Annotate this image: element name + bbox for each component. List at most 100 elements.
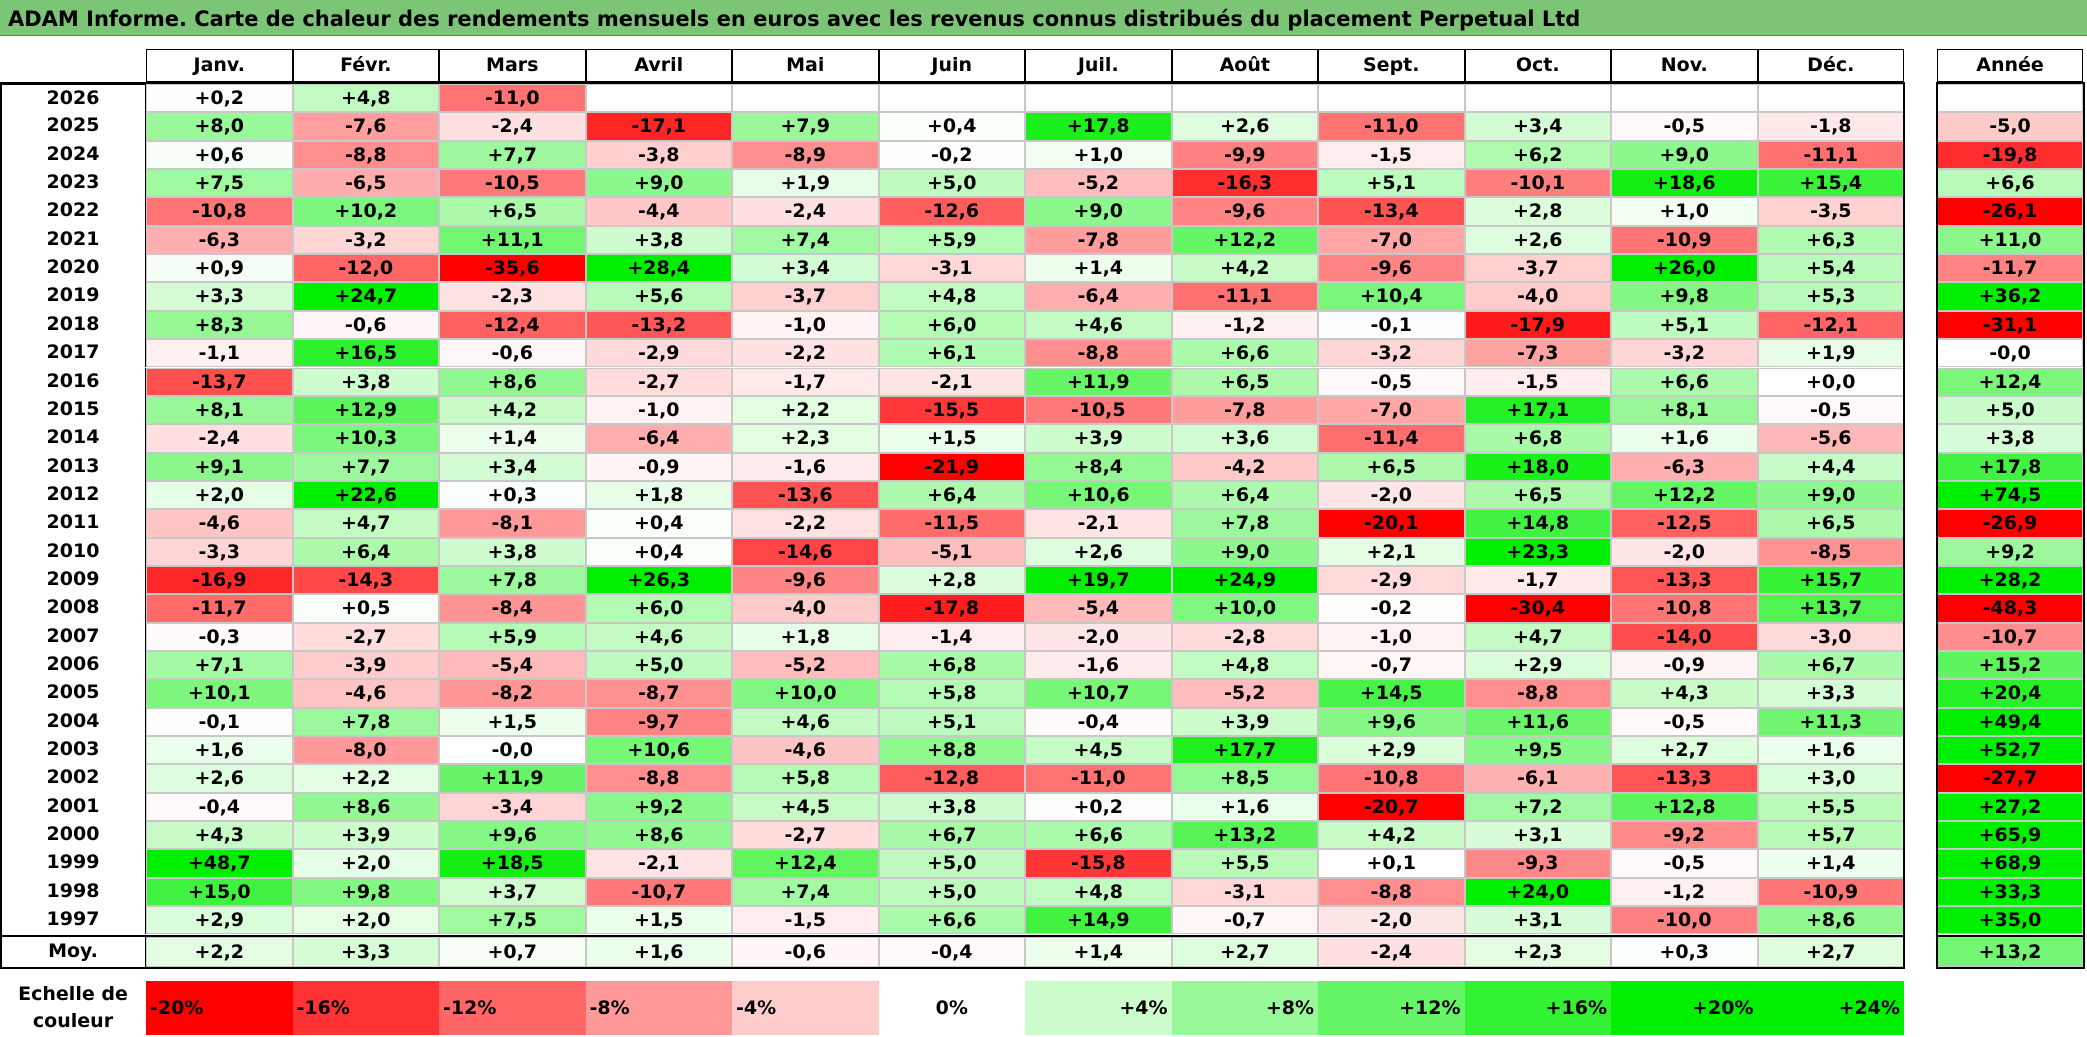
heat-cell: +0,2: [146, 84, 293, 113]
heat-cell: -7,8: [1171, 395, 1318, 425]
heat-cell: -6,5: [292, 169, 439, 198]
heat-cell: +10,2: [292, 197, 439, 226]
heat-cell: -5,6: [1757, 424, 1904, 453]
heat-cell: -8,8: [1464, 679, 1611, 708]
month-header: Sept.: [1318, 49, 1465, 82]
heat-cell: +5,3: [1757, 282, 1904, 311]
year-label: 2018: [0, 310, 146, 340]
heat-cell: -8,5: [1757, 537, 1904, 566]
heat-cell: -9,3: [1464, 849, 1611, 878]
heat-cell: +10,0: [732, 679, 879, 708]
year-label: 2003: [0, 736, 146, 765]
heat-cell: +11,9: [439, 764, 586, 793]
heat-cell: +8,6: [292, 792, 439, 822]
heat-cell: +4,8: [292, 84, 439, 113]
heat-cell: -11,0: [1025, 764, 1172, 793]
heat-cell: [1318, 84, 1465, 113]
heat-cell: -14,0: [1611, 622, 1758, 651]
annual-cell: +28,2: [1937, 565, 2083, 595]
heat-cell: -3,3: [146, 537, 293, 566]
heat-cell: +28,4: [585, 254, 732, 283]
average-cell: +2,3: [1464, 937, 1611, 967]
heat-cell: +9,2: [585, 792, 732, 822]
year-label: 2001: [0, 792, 146, 822]
color-scale-swatch: +4%: [1025, 981, 1172, 1035]
heat-cell: -2,9: [1318, 565, 1465, 595]
heat-cell: -0,5: [1611, 707, 1758, 737]
heat-cell: -1,6: [732, 452, 879, 481]
year-label: 2020: [0, 254, 146, 283]
heat-cell: +4,6: [732, 707, 879, 737]
heat-cell: -5,4: [439, 651, 586, 680]
heat-cell: -0,0: [439, 736, 586, 765]
month-header: Mai: [732, 49, 879, 82]
color-scale-swatch: +24%: [1757, 981, 1904, 1035]
heat-cell: +5,0: [878, 169, 1025, 198]
average-cell: -0,4: [878, 937, 1025, 967]
heat-cell: -11,1: [1171, 282, 1318, 311]
heat-cell: +15,7: [1757, 565, 1904, 595]
heat-cell: +1,8: [585, 480, 732, 510]
annual-cell: +27,2: [1937, 792, 2083, 822]
heat-cell: -3,9: [292, 651, 439, 680]
heat-cell: +7,8: [1171, 509, 1318, 538]
heat-cell: -10,5: [439, 169, 586, 198]
heat-cell: -14,6: [732, 537, 879, 566]
heat-cell: +17,8: [1025, 112, 1172, 141]
heat-cell: +7,7: [439, 140, 586, 170]
heat-cell: -3,0: [1757, 622, 1904, 651]
heat-cell: -0,2: [1318, 594, 1465, 623]
heat-cell: [732, 84, 879, 113]
heat-cell: +6,8: [878, 651, 1025, 680]
heat-cell: -11,5: [878, 509, 1025, 538]
heat-cell: -5,4: [1025, 594, 1172, 623]
heat-cell: -3,1: [1171, 877, 1318, 907]
month-header: Déc.: [1757, 49, 1904, 82]
heat-cell: -6,3: [146, 225, 293, 255]
heat-cell: -1,0: [1318, 622, 1465, 651]
month-header: Mars: [439, 49, 586, 82]
year-label: 1999: [0, 849, 146, 878]
heat-cell: -11,0: [1318, 112, 1465, 141]
annual-header: Année: [1937, 49, 2083, 82]
heat-cell: +4,8: [878, 282, 1025, 311]
heat-cell: +2,8: [1464, 197, 1611, 226]
heat-cell: -8,9: [732, 140, 879, 170]
heat-cell: +6,2: [1464, 140, 1611, 170]
heat-cell: -13,4: [1318, 197, 1465, 226]
year-label: 2010: [0, 537, 146, 566]
heat-cell: -8,8: [1318, 877, 1465, 907]
heat-cell: +0,0: [1757, 367, 1904, 396]
heat-cell: +10,6: [585, 736, 732, 765]
heat-cell: -10,7: [585, 877, 732, 907]
heat-cell: -11,4: [1318, 424, 1465, 453]
heat-cell: -13,3: [1611, 565, 1758, 595]
heat-cell: +8,5: [1171, 764, 1318, 793]
heat-cell: [1025, 84, 1172, 113]
heat-cell: -7,0: [1318, 225, 1465, 255]
heat-cell: +4,2: [1318, 821, 1465, 850]
heat-cell: -15,8: [1025, 849, 1172, 878]
heat-cell: +6,0: [585, 594, 732, 623]
annual-cell: +35,0: [1937, 906, 2083, 935]
heat-cell: +0,1: [1318, 849, 1465, 878]
color-scale-swatch: -16%: [292, 981, 439, 1035]
heat-cell: +5,0: [878, 849, 1025, 878]
heat-cell: +1,6: [146, 736, 293, 765]
heat-cell: +8,4: [1025, 452, 1172, 481]
heat-cell: -3,7: [1464, 254, 1611, 283]
heat-cell: -1,6: [1025, 651, 1172, 680]
heat-cell: -17,1: [585, 112, 732, 141]
annual-cell: +65,9: [1937, 821, 2083, 850]
heat-cell: -0,5: [1318, 367, 1465, 396]
heat-cell: -12,0: [292, 254, 439, 283]
heat-cell: -3,7: [732, 282, 879, 311]
year-label: 2012: [0, 480, 146, 510]
heat-cell: +5,4: [1757, 254, 1904, 283]
heat-cell: +9,8: [1611, 282, 1758, 311]
heat-cell: +4,4: [1757, 452, 1904, 481]
heat-cell: +8,1: [146, 395, 293, 425]
heat-cell: +9,0: [1757, 480, 1904, 510]
year-label: 2014: [0, 424, 146, 453]
heat-cell: -0,1: [1318, 310, 1465, 340]
